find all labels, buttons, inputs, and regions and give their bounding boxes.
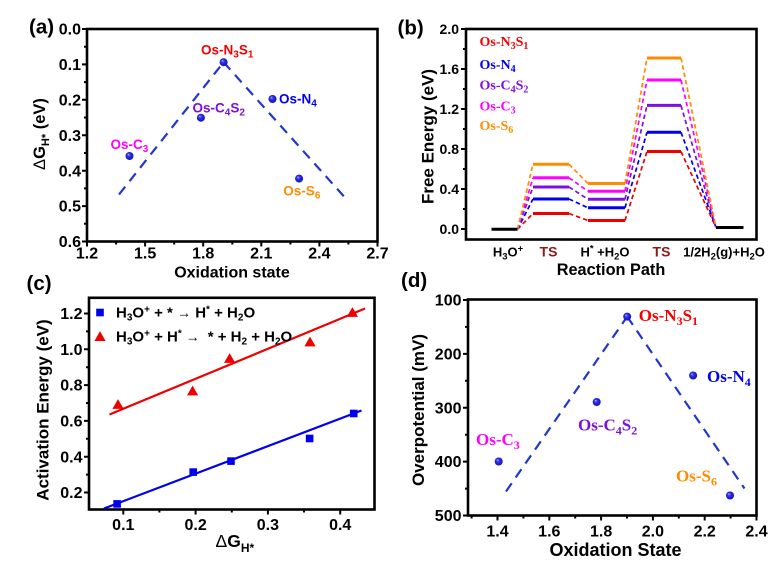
svg-text:0.4: 0.4 <box>60 449 82 466</box>
svg-text:0.0: 0.0 <box>440 221 460 237</box>
svg-text:TS: TS <box>653 244 671 260</box>
svg-text:Os-N3S1: Os-N3S1 <box>201 43 254 61</box>
svg-text:0.3: 0.3 <box>59 128 81 145</box>
svg-text:Free Energy (eV): Free Energy (eV) <box>419 69 438 204</box>
svg-text:1.2: 1.2 <box>440 101 460 117</box>
svg-text:Os-N4: Os-N4 <box>707 367 751 389</box>
svg-text:1.2: 1.2 <box>76 246 98 263</box>
svg-text:2.2: 2.2 <box>694 524 716 541</box>
svg-text:Os-N3S1: Os-N3S1 <box>639 306 698 328</box>
svg-text:1.5: 1.5 <box>134 246 156 263</box>
svg-text:2.4: 2.4 <box>308 246 330 263</box>
svg-text:0.2: 0.2 <box>184 517 206 534</box>
svg-text:0.8: 0.8 <box>60 378 82 395</box>
svg-text:2.7: 2.7 <box>366 246 388 263</box>
svg-text:Os-S6: Os-S6 <box>480 119 514 136</box>
svg-text:0.1: 0.1 <box>112 517 134 534</box>
svg-text:200: 200 <box>435 346 462 363</box>
svg-text:Activation Energy (eV): Activation Energy (eV) <box>34 319 53 500</box>
svg-text:0.2: 0.2 <box>60 485 82 502</box>
svg-text:0.2: 0.2 <box>59 92 81 109</box>
svg-text:2.0: 2.0 <box>642 524 664 541</box>
svg-text:H3O+ + * → H* + H2O: H3O+ + * → H* + H2O <box>116 305 255 324</box>
svg-text:0.3: 0.3 <box>257 517 279 534</box>
svg-text:1.6: 1.6 <box>440 61 460 77</box>
svg-text:Overpotential (mV): Overpotential (mV) <box>409 334 428 486</box>
svg-text:1.6: 1.6 <box>538 524 560 541</box>
svg-text:Os-C3: Os-C3 <box>476 430 520 452</box>
svg-text:TS: TS <box>540 244 558 260</box>
svg-text:1.4: 1.4 <box>486 524 508 541</box>
svg-text:100: 100 <box>435 293 462 310</box>
svg-text:ΔGH* (eV): ΔGH* (eV) <box>31 98 52 170</box>
svg-text:(a): (a) <box>29 16 54 39</box>
svg-text:1/2H2(g)+H2O: 1/2H2(g)+H2O <box>683 245 765 263</box>
svg-text:(d): (d) <box>401 269 427 292</box>
svg-text:0.4: 0.4 <box>59 163 81 180</box>
svg-text:0.1: 0.1 <box>59 57 81 74</box>
svg-text:2.1: 2.1 <box>250 246 272 263</box>
svg-text:H3O+ + H* → * + H2 + H2O: H3O+ + H* → * + H2 + H2O <box>116 329 293 348</box>
svg-text:Os-C3: Os-C3 <box>111 137 149 155</box>
svg-text:0.6: 0.6 <box>59 234 81 251</box>
svg-text:Os-N4: Os-N4 <box>279 92 317 110</box>
svg-text:Os-S6: Os-S6 <box>283 184 321 202</box>
svg-text:2.0: 2.0 <box>440 21 460 37</box>
svg-text:Os-C4S2: Os-C4S2 <box>480 79 529 96</box>
svg-text:Os-N4: Os-N4 <box>480 58 516 75</box>
svg-text:0.8: 0.8 <box>440 141 460 157</box>
svg-text:400: 400 <box>435 454 462 471</box>
svg-text:Os-C3: Os-C3 <box>480 99 516 116</box>
svg-text:0.4: 0.4 <box>440 181 460 197</box>
svg-text:Reaction Path: Reaction Path <box>557 261 666 279</box>
svg-text:0.4: 0.4 <box>329 517 351 534</box>
svg-text:Oxidation state: Oxidation state <box>174 265 290 282</box>
svg-text:1.8: 1.8 <box>192 246 214 263</box>
svg-text:1.0: 1.0 <box>60 342 82 359</box>
svg-text:(c): (c) <box>27 272 52 295</box>
svg-text:Os-C4S2: Os-C4S2 <box>578 416 637 438</box>
svg-text:300: 300 <box>435 400 462 417</box>
svg-text:500: 500 <box>435 508 462 525</box>
svg-text:Os-S6: Os-S6 <box>676 467 717 489</box>
svg-text:Os-C4S2: Os-C4S2 <box>193 101 246 119</box>
svg-text:1.2: 1.2 <box>60 306 82 323</box>
svg-text:Os-N3S1: Os-N3S1 <box>480 35 529 52</box>
svg-text:0.6: 0.6 <box>60 414 82 431</box>
svg-text:0.5: 0.5 <box>59 199 81 216</box>
svg-text:0.0: 0.0 <box>59 22 81 39</box>
svg-text:(b): (b) <box>398 17 424 40</box>
svg-text:2.4: 2.4 <box>745 524 767 541</box>
svg-text:1.8: 1.8 <box>590 524 612 541</box>
svg-text:Oxidation State: Oxidation State <box>549 540 681 560</box>
svg-text:H3O+: H3O+ <box>493 244 524 263</box>
